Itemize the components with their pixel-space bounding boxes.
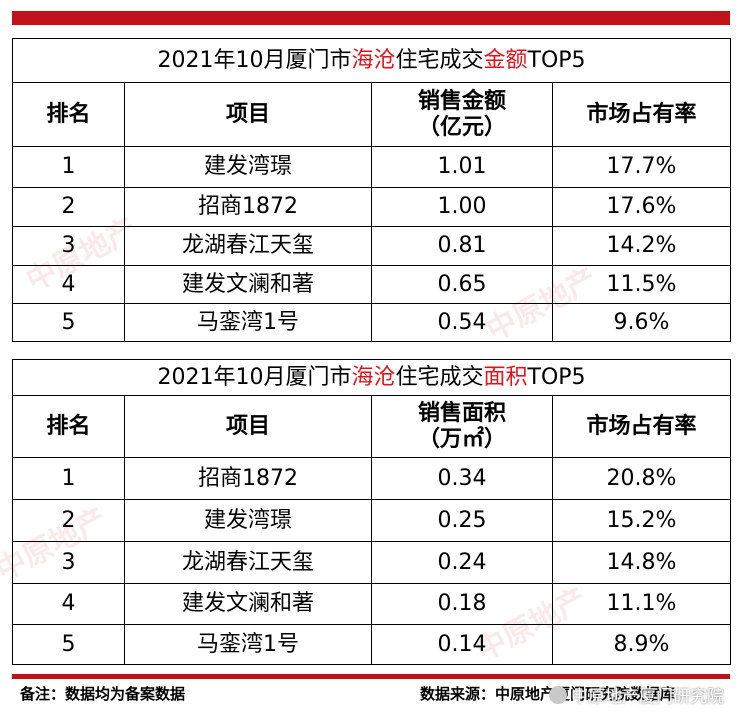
- cell-rank: 5: [12, 303, 125, 342]
- wechat-icon: [549, 685, 567, 704]
- cell-rank: 2: [12, 499, 125, 542]
- table-title: 2021年10月厦门市海沧住宅成交金额TOP5: [12, 38, 731, 83]
- cell-share: 11.5%: [552, 265, 731, 304]
- cell-project: 招商1872: [124, 457, 372, 500]
- table-row: 5 马銮湾1号 0.14 8.9%: [12, 624, 731, 665]
- brand-name: 中原地产厦门研究院: [571, 687, 724, 707]
- cell-value: 0.25: [371, 499, 553, 542]
- table-row: 1 招商1872 0.34 20.8%: [12, 457, 731, 500]
- cell-value: 0.18: [371, 583, 553, 625]
- header-sales-area: 销售面积 （万㎡）: [371, 395, 553, 458]
- cell-project: 建发湾璟: [124, 146, 372, 188]
- table-row: 1 建发湾璟 1.01 17.7%: [12, 146, 731, 188]
- amount-top5-table: 2021年10月厦门市海沧住宅成交金额TOP5 排名 项目 销售金额 （亿元） …: [12, 38, 731, 342]
- cell-share: 11.1%: [552, 583, 731, 625]
- cell-rank: 4: [12, 265, 125, 304]
- bottom-red-bar: [12, 674, 730, 679]
- cell-share: 9.6%: [552, 303, 731, 342]
- table-row: 2 建发湾璟 0.25 15.2%: [12, 499, 731, 542]
- cell-value: 0.14: [371, 624, 553, 665]
- cell-project: 马銮湾1号: [124, 624, 372, 665]
- footer-source: 数据来源：中原地产厦门研究院数据库: [420, 685, 676, 703]
- cell-rank: 5: [12, 624, 125, 665]
- cell-value: 0.54: [371, 303, 553, 342]
- cell-project: 建发文澜和著: [124, 265, 372, 304]
- footer-note: 备注：数据均为备案数据: [20, 685, 186, 703]
- table-row: 4 建发文澜和著 0.65 11.5%: [12, 265, 731, 304]
- header-row: 排名 项目 销售金额 （亿元） 市场占有率: [12, 82, 731, 147]
- cell-project: 龙湖春江天玺: [124, 226, 372, 266]
- cell-value: 0.24: [371, 541, 553, 584]
- header-project: 项目: [124, 395, 372, 458]
- cell-share: 14.8%: [552, 541, 731, 584]
- cell-value: 0.34: [371, 457, 553, 500]
- cell-share: 14.2%: [552, 226, 731, 266]
- header-market-share: 市场占有率: [552, 82, 731, 147]
- table-row: 2 招商1872 1.00 17.6%: [12, 187, 731, 227]
- cell-rank: 4: [12, 583, 125, 625]
- header-project: 项目: [124, 82, 372, 147]
- cell-share: 17.7%: [552, 146, 731, 188]
- cell-share: 17.6%: [552, 187, 731, 227]
- header-sales-amount: 销售金额 （亿元）: [371, 82, 553, 147]
- table-row: 4 建发文澜和著 0.18 11.1%: [12, 583, 731, 625]
- cell-value: 0.65: [371, 265, 553, 304]
- table-title: 2021年10月厦门市海沧住宅成交面积TOP5: [12, 359, 731, 396]
- cell-rank: 3: [12, 226, 125, 266]
- cell-project: 招商1872: [124, 187, 372, 227]
- cell-project: 马銮湾1号: [124, 303, 372, 342]
- cell-project: 建发湾璟: [124, 499, 372, 542]
- cell-rank: 1: [12, 146, 125, 188]
- cell-share: 15.2%: [552, 499, 731, 542]
- table-row: 3 龙湖春江天玺 0.81 14.2%: [12, 226, 731, 266]
- cell-rank: 1: [12, 457, 125, 500]
- cell-value: 1.00: [371, 187, 553, 227]
- table-row: 3 龙湖春江天玺 0.24 14.8%: [12, 541, 731, 584]
- header-rank: 排名: [12, 395, 125, 458]
- header-market-share: 市场占有率: [552, 395, 731, 458]
- cell-share: 8.9%: [552, 624, 731, 665]
- area-top5-table: 2021年10月厦门市海沧住宅成交面积TOP5 排名 项目 销售面积 （万㎡） …: [12, 359, 731, 665]
- table-row: 5 马銮湾1号 0.54 9.6%: [12, 303, 731, 342]
- cell-share: 20.8%: [552, 457, 731, 500]
- cell-project: 龙湖春江天玺: [124, 541, 372, 584]
- cell-rank: 2: [12, 187, 125, 227]
- brand-logo: 中原地产厦门研究院: [549, 682, 724, 707]
- header-rank: 排名: [12, 82, 125, 147]
- cell-value: 0.81: [371, 226, 553, 266]
- cell-rank: 3: [12, 541, 125, 584]
- cell-value: 1.01: [371, 146, 553, 188]
- cell-project: 建发文澜和著: [124, 583, 372, 625]
- header-row: 排名 项目 销售面积 （万㎡） 市场占有率: [12, 395, 731, 458]
- top-red-bar: [12, 11, 730, 25]
